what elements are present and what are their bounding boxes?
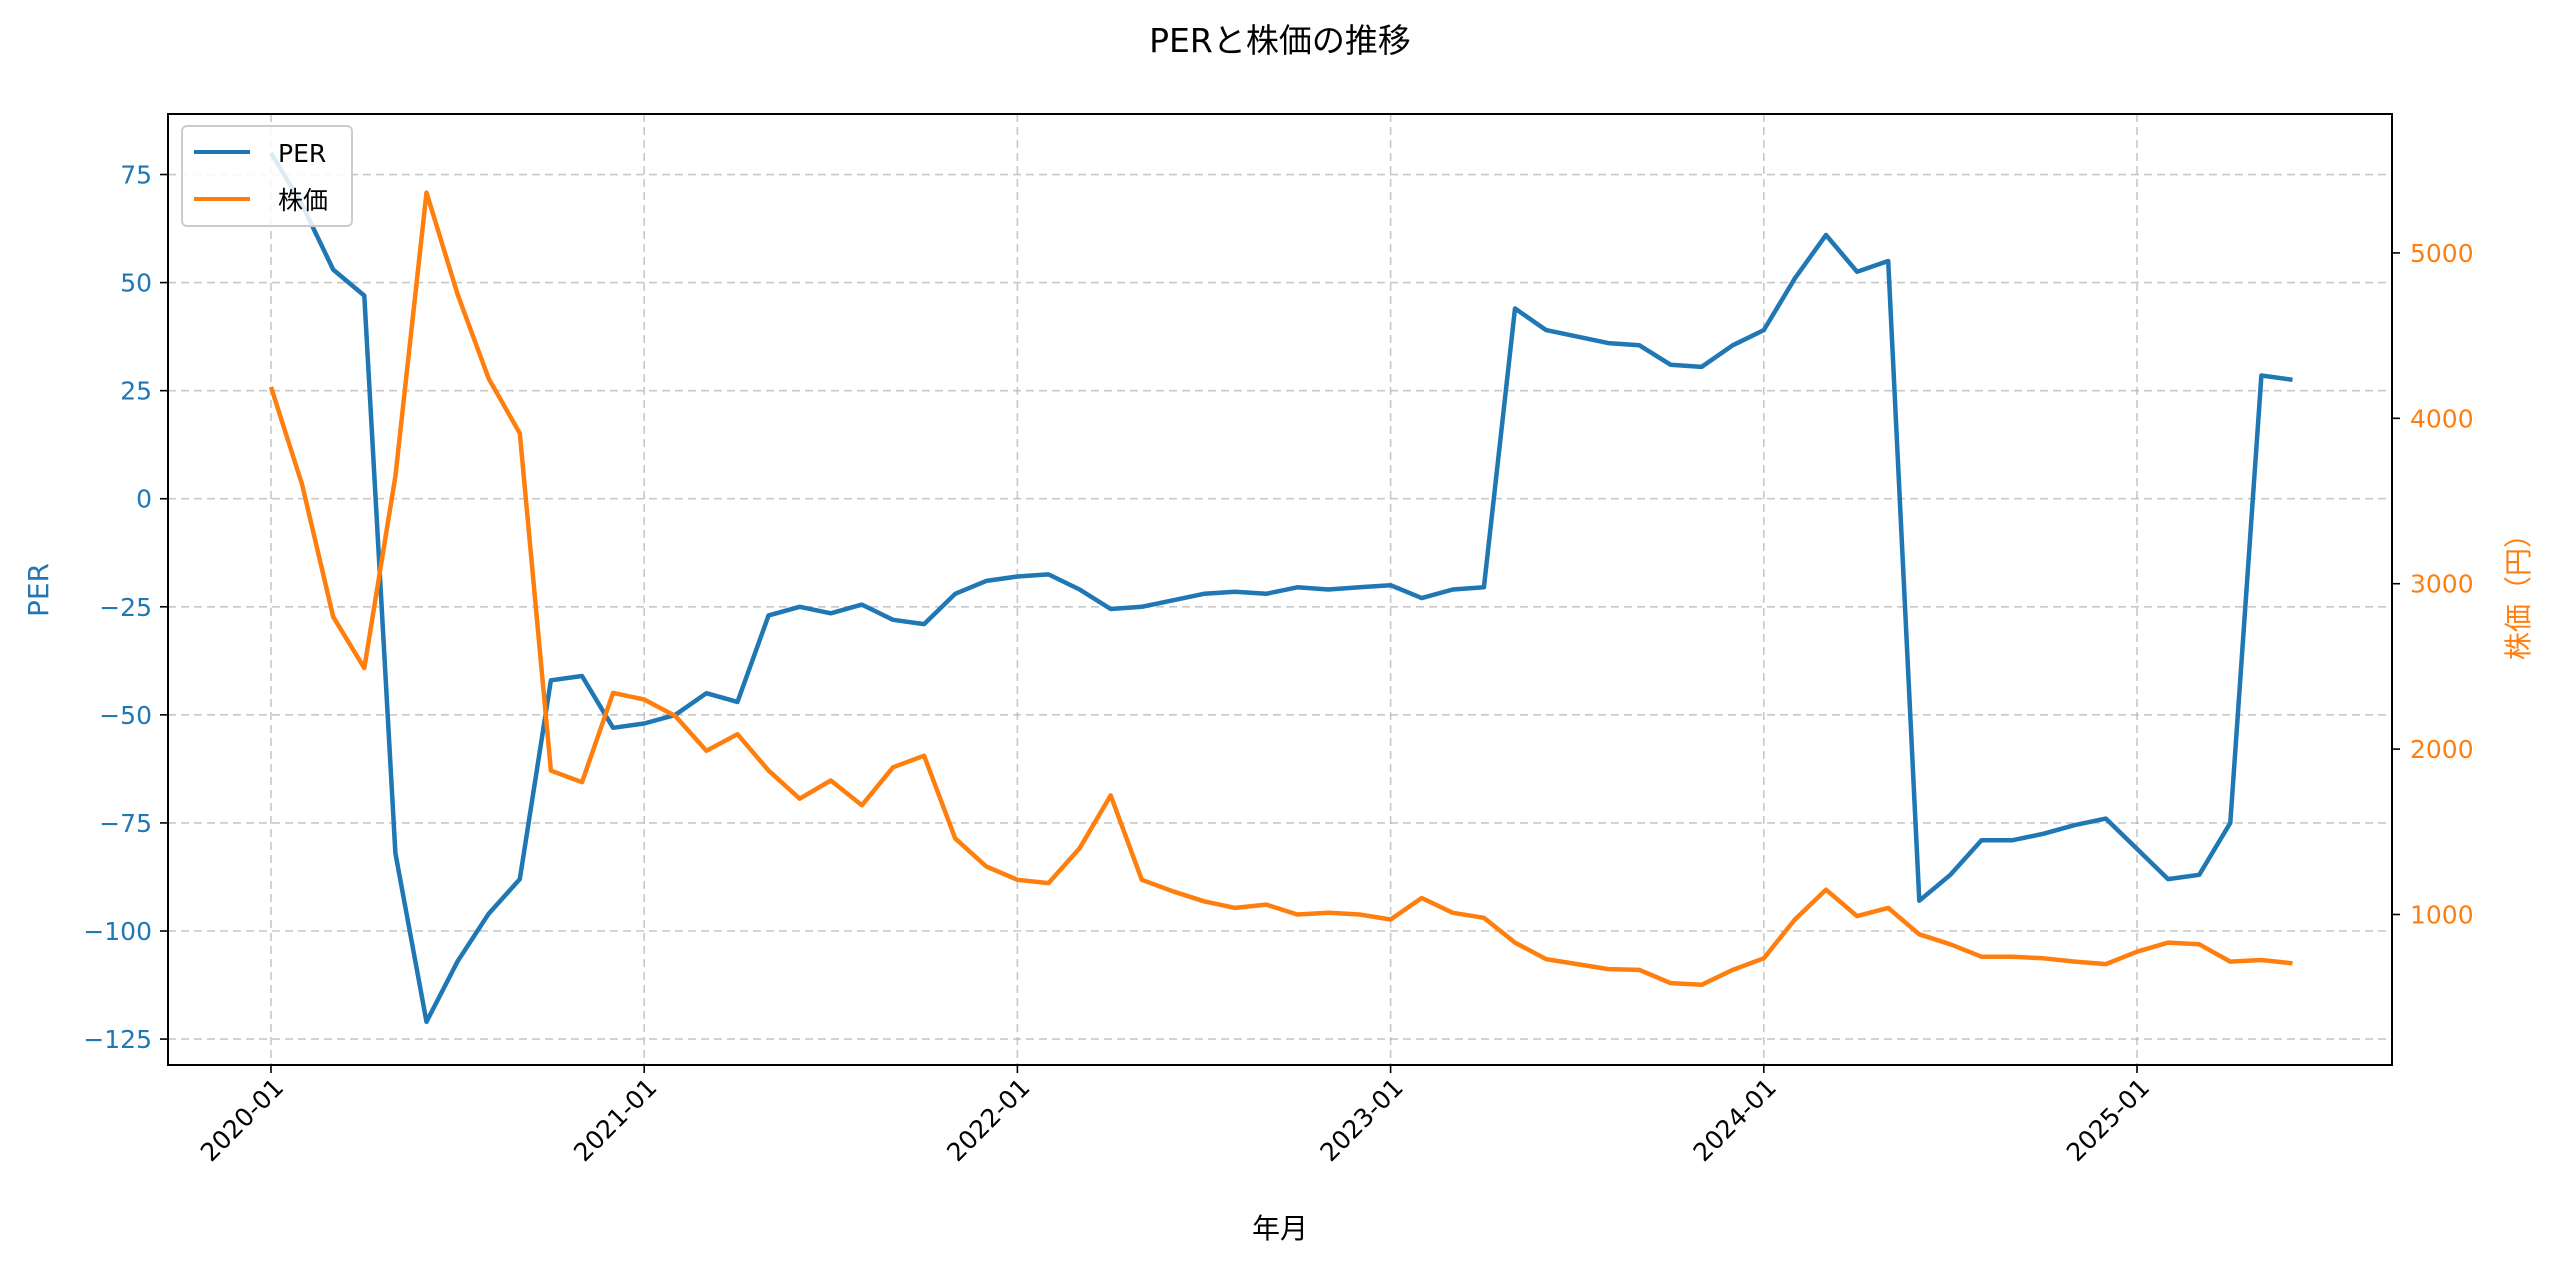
y-left-tick-label: −100 <box>83 917 152 946</box>
legend-per-label: PER <box>278 139 326 168</box>
y-left-tick-label: −25 <box>99 593 152 622</box>
y-left-tick-label: −75 <box>99 809 152 838</box>
y-left-tick-label: 25 <box>120 377 152 406</box>
y-right-tick-label: 3000 <box>2410 570 2474 599</box>
y-axis-right-label: 株価（円） <box>2502 520 2535 660</box>
y-axis-left-label: PER <box>22 563 55 617</box>
chart-title: PERと株価の推移 <box>1149 21 1411 60</box>
y-right-tick-label: 5000 <box>2410 239 2474 268</box>
y-axis-left: 75 50 25 0 −25 −50 −75 −100 −125 <box>83 161 168 1055</box>
y-left-tick-label: −50 <box>99 701 152 730</box>
x-axis-label: 年月 <box>1252 1212 1308 1245</box>
y-axis-right: 1000 2000 3000 4000 5000 <box>2392 239 2474 930</box>
x-tick-label: 2023-01 <box>1314 1073 1408 1167</box>
x-tick-label: 2024-01 <box>1688 1073 1782 1167</box>
y-left-tick-label: 50 <box>120 269 152 298</box>
x-tick-label: 2022-01 <box>941 1073 1035 1167</box>
y-right-tick-label: 1000 <box>2410 900 2474 929</box>
x-tick-label: 2020-01 <box>195 1073 289 1167</box>
y-left-tick-label: 75 <box>120 161 152 190</box>
y-right-tick-label: 2000 <box>2410 735 2474 764</box>
legend-price-label: 株価 <box>278 186 328 215</box>
x-tick-label: 2021-01 <box>568 1073 662 1167</box>
legend: PER 株価 <box>182 126 352 226</box>
y-left-tick-label: 0 <box>136 485 152 514</box>
y-left-tick-label: −125 <box>83 1025 152 1054</box>
x-axis: 2020-01 2021-01 2022-01 2023-01 2024-01 2025-… <box>195 1065 2155 1167</box>
y-right-tick-label: 4000 <box>2410 404 2474 433</box>
x-tick-label: 2025-01 <box>2061 1073 2155 1167</box>
